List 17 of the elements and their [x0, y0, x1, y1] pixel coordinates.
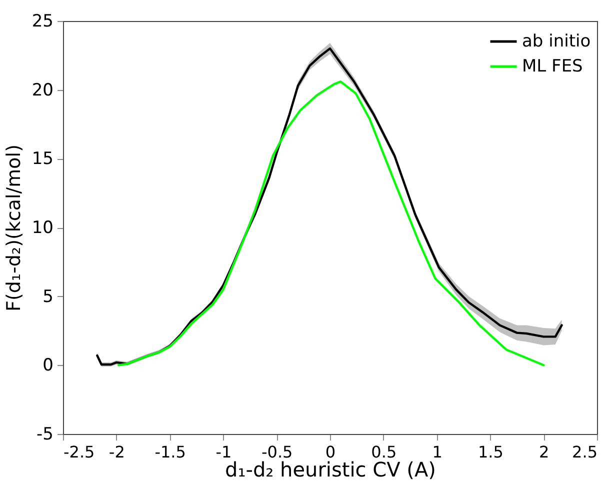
y-tick-label: 20	[32, 80, 54, 100]
y-tick-label: 25	[32, 12, 54, 32]
legend-label: ML FES	[522, 56, 583, 76]
x-tick-label: 2.5	[572, 442, 598, 462]
y-tick-label: 0	[42, 356, 54, 376]
y-tick-label: 15	[32, 149, 54, 170]
y-tick-label: -5	[36, 424, 54, 444]
y-axis-title: F(d₁-d₂)(kcal/mol)	[2, 144, 25, 312]
x-tick-label: -2	[108, 442, 125, 462]
y-tick-label: 5	[42, 286, 54, 307]
legend-label: ab initio	[522, 32, 591, 52]
y-tick-label: 10	[32, 218, 54, 238]
x-tick-label: 2	[539, 442, 550, 462]
x-tick-label: 1.5	[478, 442, 504, 462]
x-tick-label: -1.5	[154, 442, 186, 462]
line-series	[117, 80, 545, 366]
x-tick-label: -2.5	[64, 442, 95, 462]
